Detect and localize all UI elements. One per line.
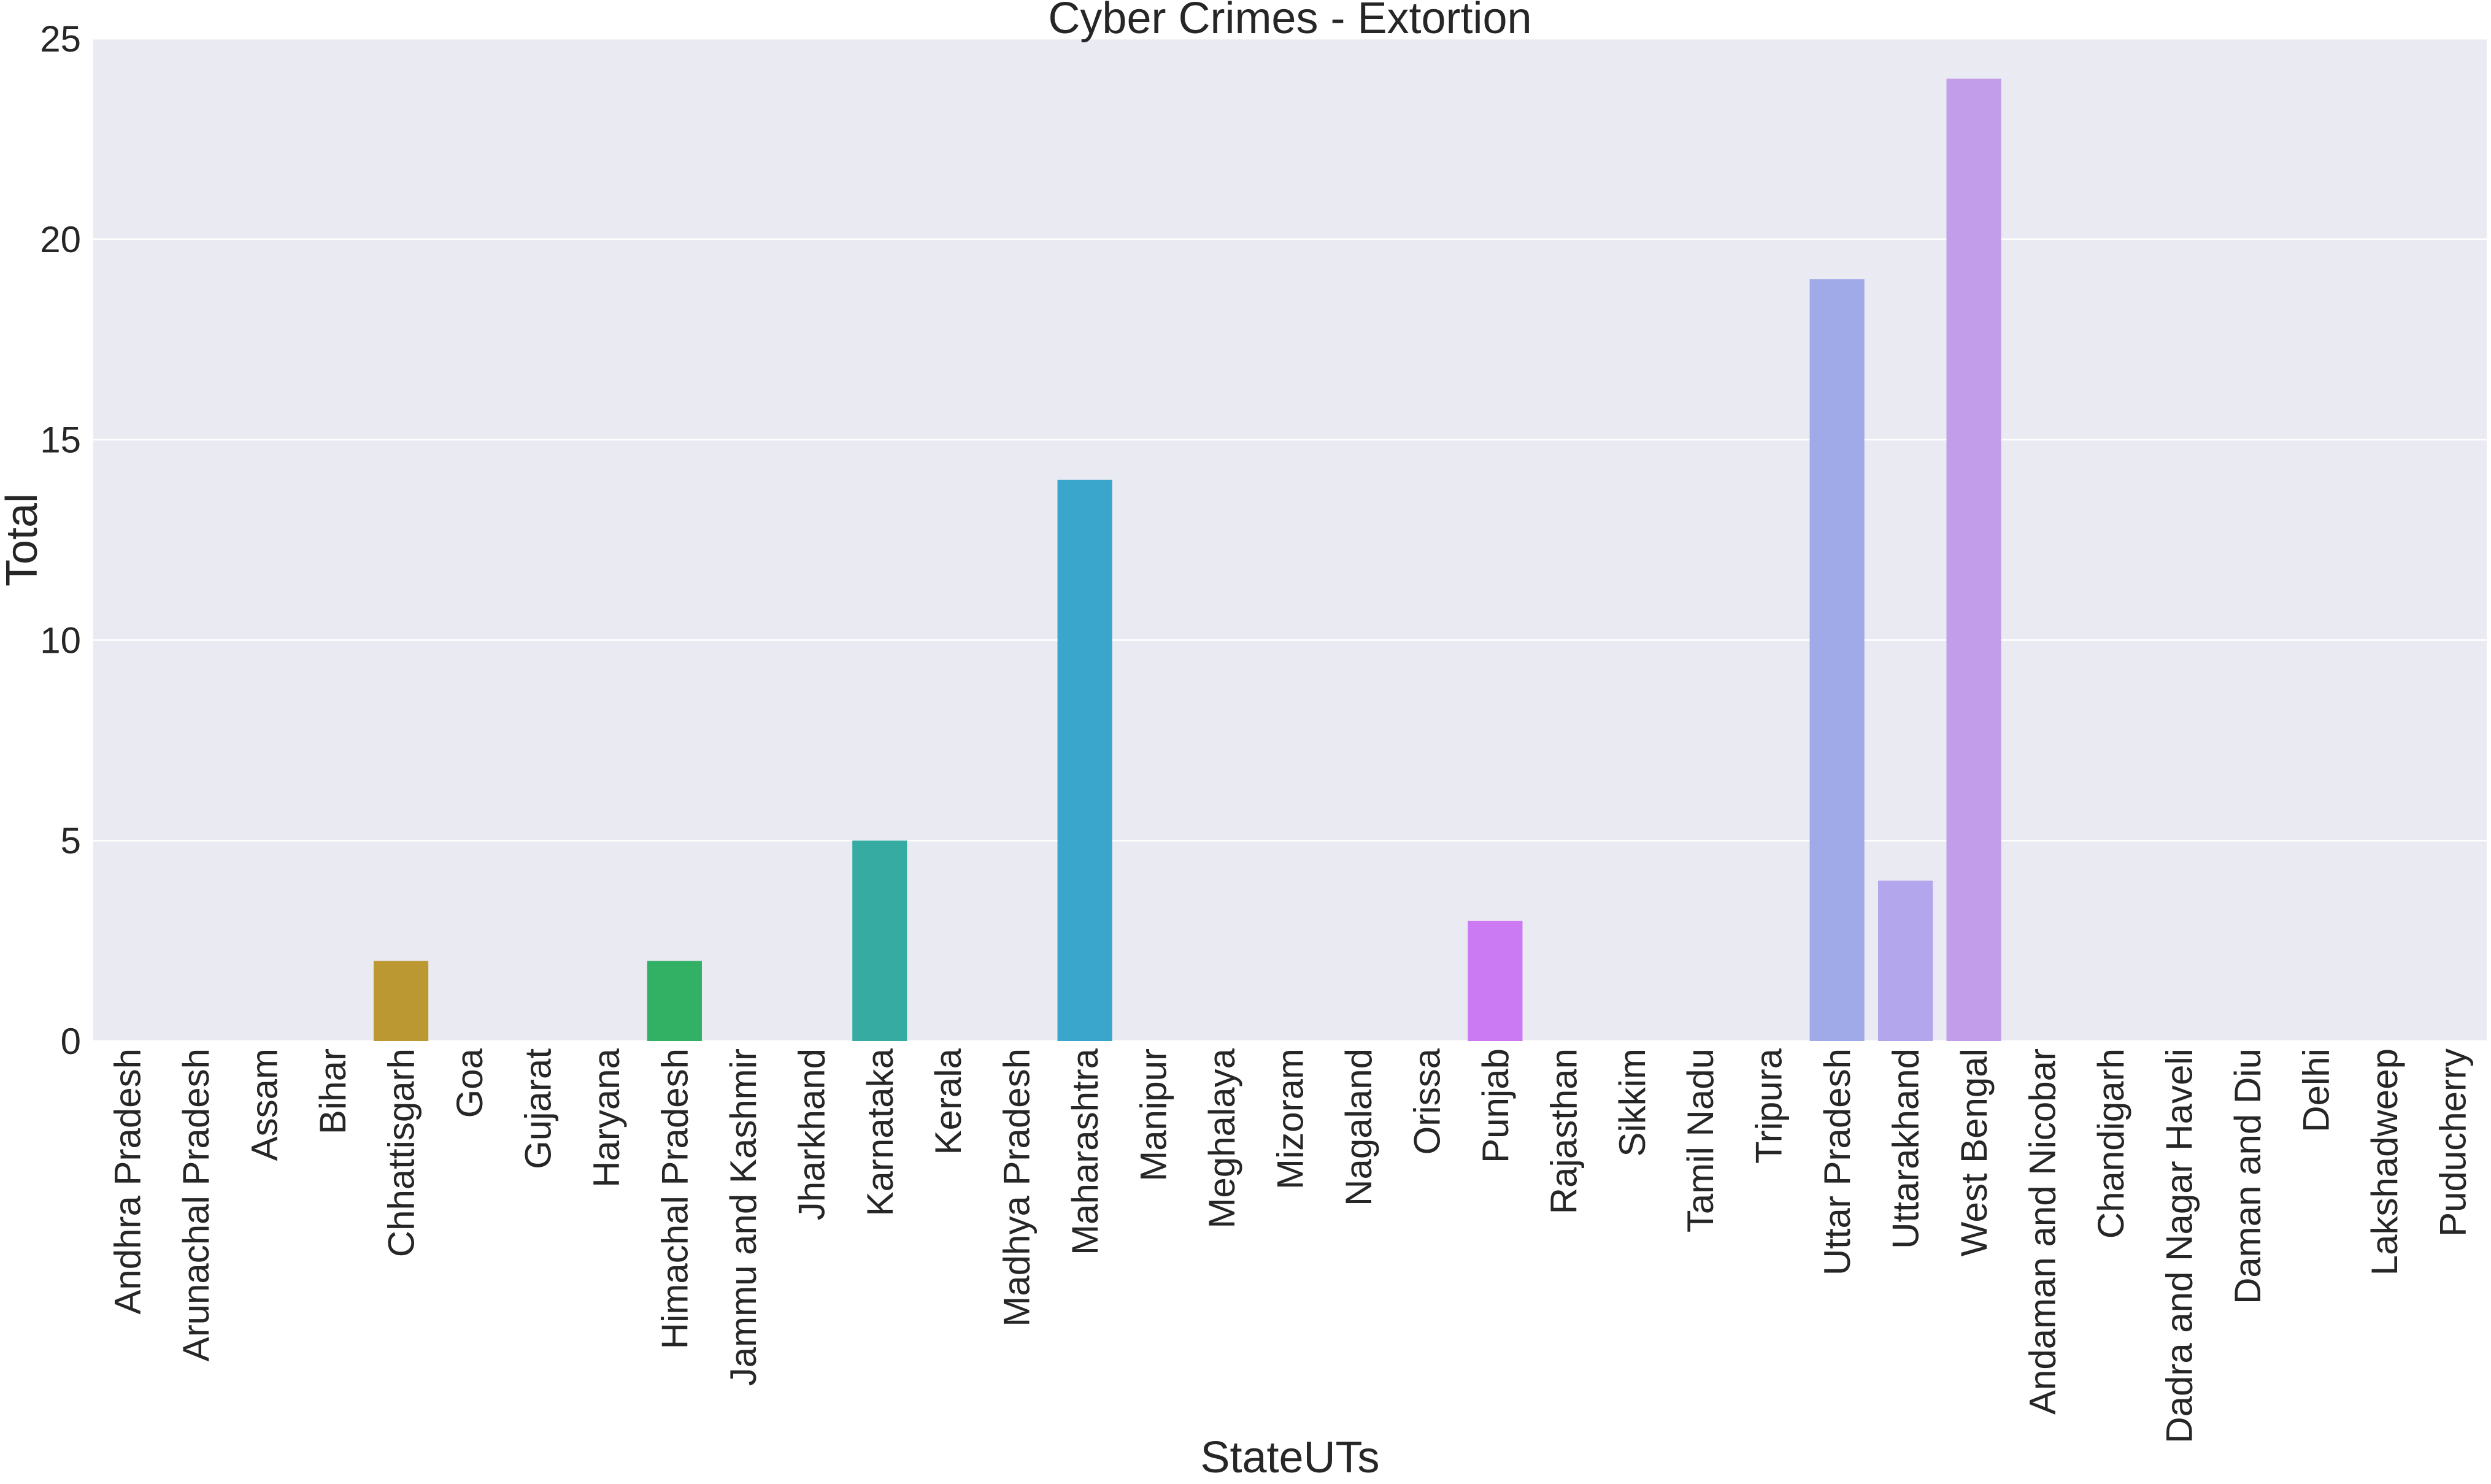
bar xyxy=(373,961,429,1041)
chart-title: Cyber Crimes - Extortion xyxy=(1048,0,1531,43)
bar xyxy=(852,840,907,1041)
bar xyxy=(1809,279,1865,1041)
x-tick-label: Madhya Pradesh xyxy=(996,1048,1038,1327)
x-tick-label: Sikkim xyxy=(1612,1048,1653,1157)
x-tick-label: Tripura xyxy=(1749,1048,1790,1163)
x-tick-label: Mizoram xyxy=(1270,1048,1311,1190)
x-tick-label: Puducherry xyxy=(2432,1048,2473,1237)
x-tick-label: Manipur xyxy=(1133,1048,1174,1182)
y-tick-label: 25 xyxy=(40,18,81,60)
x-tick-label: Kerala xyxy=(928,1048,969,1155)
x-tick-label: Jharkhand xyxy=(791,1048,832,1220)
x-tick-label: Uttar Pradesh xyxy=(1817,1048,1858,1275)
x-tick-label: Goa xyxy=(449,1048,490,1118)
bar xyxy=(1878,880,1933,1041)
y-tick-label: 20 xyxy=(40,219,81,260)
bar xyxy=(1468,920,1523,1041)
y-tick-label: 15 xyxy=(40,420,81,461)
x-tick-label: Andaman and Nicobar xyxy=(2022,1048,2063,1415)
x-tick-label: Nagaland xyxy=(1338,1048,1379,1206)
bar xyxy=(647,961,702,1041)
y-tick-label: 10 xyxy=(40,620,81,661)
plot-background xyxy=(93,39,2487,1041)
x-tick-label: West Bengal xyxy=(1954,1048,1995,1256)
bar xyxy=(1946,79,2001,1042)
x-tick-label: Andhra Pradesh xyxy=(107,1048,148,1315)
x-tick-label: Himachal Pradesh xyxy=(654,1048,695,1349)
x-tick-label: Chandigarh xyxy=(2090,1048,2131,1239)
y-tick-label: 0 xyxy=(61,1021,81,1062)
x-tick-label: Chhattisgarh xyxy=(381,1048,422,1257)
x-tick-label: Meghalaya xyxy=(1201,1048,1242,1228)
x-axis-ticks: Andhra Pradesh Arunachal Pradesh Assam Biha… xyxy=(107,1048,2474,1443)
x-tick-label: Dadra and Nagar Haveli xyxy=(2158,1048,2200,1444)
y-axis-ticks: 0 5 10 15 20 25 xyxy=(40,18,81,1062)
x-tick-label: Orissa xyxy=(1406,1048,1447,1155)
x-tick-label: Tamil Nadu xyxy=(1680,1048,1721,1232)
x-tick-label: Bihar xyxy=(312,1048,353,1134)
bar xyxy=(1057,479,1112,1041)
x-tick-label: Lakshadweep xyxy=(2364,1048,2405,1275)
x-tick-label: Jammu and Kashmir xyxy=(723,1048,764,1386)
x-tick-label: Gujarat xyxy=(517,1048,558,1169)
x-tick-label: Maharashtra xyxy=(1065,1048,1106,1255)
x-tick-label: Haryana xyxy=(586,1048,627,1187)
bars xyxy=(373,79,2001,1042)
x-tick-label: Rajasthan xyxy=(1543,1048,1584,1214)
x-tick-label: Uttarakhand xyxy=(1885,1048,1927,1249)
x-tick-label: Punjab xyxy=(1475,1048,1516,1163)
x-tick-label: Delhi xyxy=(2295,1048,2336,1132)
y-tick-label: 5 xyxy=(61,820,81,861)
x-tick-label: Assam xyxy=(244,1048,285,1161)
y-axis-label: Total xyxy=(0,493,47,586)
gridlines xyxy=(93,37,2487,1042)
x-tick-label: Daman and Diu xyxy=(2227,1048,2268,1304)
x-tick-label: Karnataka xyxy=(860,1048,901,1216)
x-tick-label: Arunachal Pradesh xyxy=(175,1048,217,1361)
x-axis-label: StateUTs xyxy=(1200,1433,1379,1482)
